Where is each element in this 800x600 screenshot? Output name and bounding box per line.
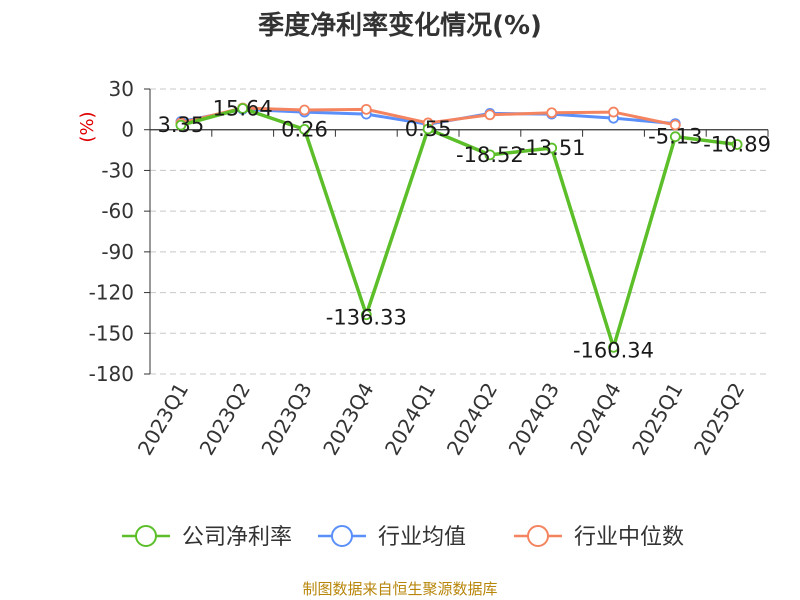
data-label: 0.26 bbox=[281, 117, 328, 141]
y-axis: 30 0 -30 -60 -90 -120 -150 -180 bbox=[89, 77, 151, 386]
y-tick-label: -150 bbox=[89, 321, 134, 345]
data-labels: 3.35 15.64 0.26 -136.33 0.55-18.52-13.51 -160… bbox=[158, 96, 771, 362]
source-note: 制图数据来自恒生聚源数据库 bbox=[302, 580, 497, 598]
x-tick-label: 2024Q2 bbox=[442, 379, 502, 460]
y-tick-label: -180 bbox=[89, 362, 134, 386]
x-tick-label: 2024Q4 bbox=[565, 379, 625, 460]
data-label: -18.52 bbox=[456, 143, 524, 167]
series-line-0 bbox=[180, 106, 738, 350]
data-point[interactable] bbox=[608, 341, 619, 353]
x-tick-label: 2023Q3 bbox=[256, 379, 316, 460]
legend-swatch-marker bbox=[331, 525, 353, 547]
data-point[interactable] bbox=[175, 119, 187, 131]
y-tick-label: -60 bbox=[101, 199, 134, 223]
data-point[interactable] bbox=[731, 139, 743, 150]
y-tick-label: -30 bbox=[101, 158, 134, 182]
x-tick-label: 2024Q1 bbox=[380, 378, 440, 459]
x-axis: 2023Q1 2023Q2 2023Q3 2023Q4 2024Q1 2024Q2 2024… bbox=[133, 129, 769, 460]
data-label: -13.51 bbox=[518, 136, 586, 160]
x-tick-label: 2023Q4 bbox=[318, 379, 378, 460]
data-label: -160.34 bbox=[573, 338, 654, 362]
x-tick-label: 2023Q1 bbox=[133, 379, 193, 460]
x-tick-label: 2023Q2 bbox=[195, 379, 255, 460]
y-tick-label: -120 bbox=[89, 281, 134, 305]
data-point[interactable] bbox=[669, 119, 681, 131]
data-label: -10.89 bbox=[703, 132, 771, 156]
data-point[interactable] bbox=[546, 107, 558, 119]
data-label: 15.64 bbox=[213, 96, 273, 120]
legend-swatch-marker bbox=[527, 525, 549, 547]
data-point[interactable] bbox=[360, 309, 372, 321]
legend-item-2[interactable]: 行业中位数 bbox=[574, 525, 684, 550]
data-label: -136.33 bbox=[326, 306, 407, 330]
chart-title: 季度净利率变化情况(%) bbox=[258, 10, 542, 41]
legend-item-1[interactable]: 行业均值 bbox=[378, 525, 466, 550]
x-tick-label: 2024Q3 bbox=[504, 379, 564, 460]
data-point[interactable] bbox=[299, 123, 310, 135]
x-tick-label: 2025Q1 bbox=[627, 379, 687, 460]
y-tick-label: 30 bbox=[109, 77, 134, 101]
data-point[interactable] bbox=[608, 106, 619, 118]
data-point[interactable] bbox=[422, 123, 434, 135]
data-point[interactable] bbox=[237, 103, 249, 114]
y-tick-label: 0 bbox=[121, 118, 134, 142]
legend-item-0[interactable]: 公司净利率 bbox=[182, 525, 292, 550]
legend[interactable]: 公司净利率 行业均值 行业中位数 bbox=[122, 525, 684, 550]
data-point[interactable] bbox=[546, 142, 558, 154]
data-point[interactable] bbox=[484, 109, 496, 121]
legend-swatch-marker bbox=[135, 525, 157, 547]
data-label: 3.35 bbox=[158, 113, 205, 137]
data-point[interactable] bbox=[360, 103, 372, 115]
data-point[interactable] bbox=[484, 149, 496, 161]
data-label: -5.13 bbox=[648, 125, 702, 149]
data-point[interactable] bbox=[299, 104, 310, 116]
y-tick-label: -90 bbox=[101, 240, 134, 264]
data-point[interactable] bbox=[669, 131, 681, 143]
series-layer bbox=[175, 102, 743, 353]
x-tick-label: 2025Q2 bbox=[689, 379, 749, 460]
y-axis-unit: (%) bbox=[77, 111, 98, 142]
data-label: 0.55 bbox=[405, 117, 452, 141]
